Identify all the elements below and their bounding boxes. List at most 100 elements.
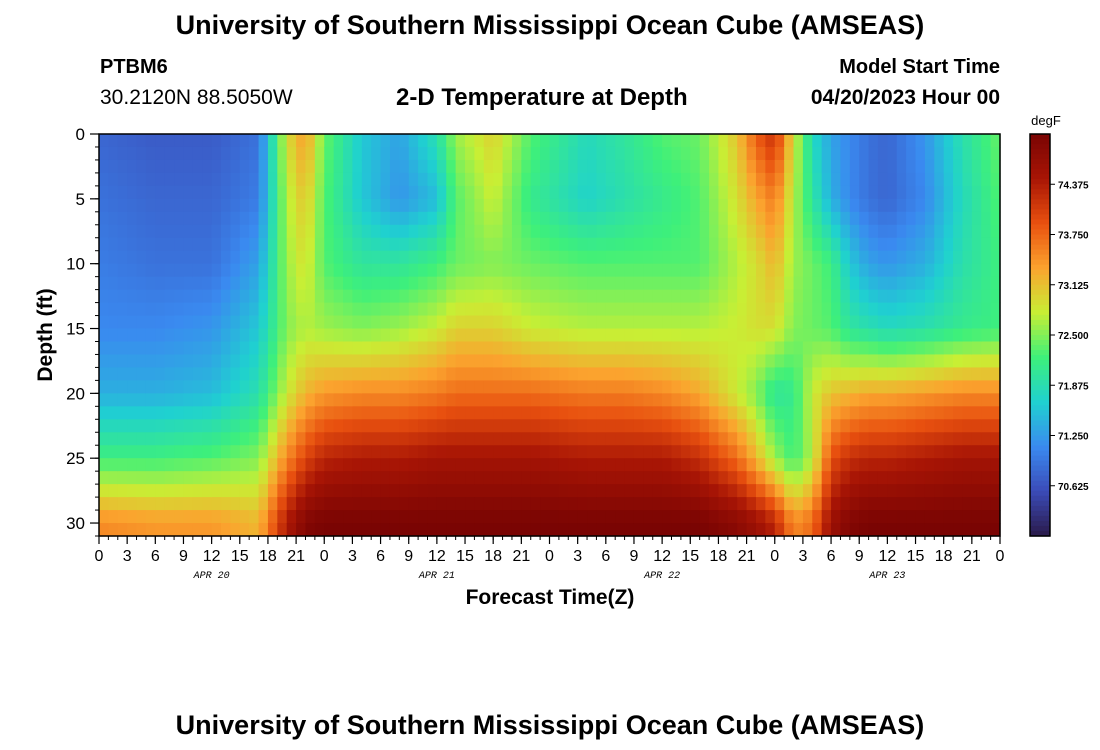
heatmap-cell — [812, 419, 823, 433]
heatmap-cell — [924, 172, 935, 187]
heatmap-cell — [605, 224, 616, 239]
heatmap-cell — [596, 172, 607, 187]
heatmap-cell — [943, 471, 954, 485]
heatmap-cell — [737, 159, 748, 174]
heatmap-cell — [690, 328, 701, 343]
heatmap-cell — [934, 367, 945, 381]
heatmap-cell — [840, 198, 851, 213]
heatmap-cell — [502, 445, 513, 459]
heatmap-cell — [765, 198, 776, 213]
heatmap-cell — [324, 510, 335, 524]
heatmap-cell — [643, 367, 654, 381]
heatmap-cell — [624, 354, 635, 369]
heatmap-cell — [230, 263, 241, 278]
heatmap-cell — [821, 172, 832, 187]
y-tick-label: 15 — [66, 320, 85, 339]
heatmap-cell — [868, 484, 879, 498]
heatmap-cell — [652, 484, 663, 498]
heatmap-cell — [136, 406, 147, 420]
heatmap-cell — [934, 211, 945, 226]
heatmap-cell — [502, 419, 513, 433]
heatmap-cell — [896, 315, 907, 330]
colorbar-segment — [1030, 184, 1050, 190]
heatmap-cell — [596, 393, 607, 407]
heatmap-cell — [558, 250, 569, 265]
heatmap-cell — [868, 315, 879, 330]
heatmap-cell — [915, 367, 926, 381]
heatmap-cell — [605, 510, 616, 524]
heatmap-cell — [680, 172, 691, 187]
heatmap-cell — [99, 211, 109, 226]
heatmap-cell — [127, 510, 138, 524]
heatmap-cell — [915, 185, 926, 200]
heatmap-cell — [145, 211, 156, 226]
heatmap-cell — [727, 393, 738, 407]
heatmap-cell — [934, 146, 945, 161]
heatmap-cell — [230, 367, 241, 381]
heatmap-cell — [380, 328, 391, 343]
heatmap-cell — [962, 198, 973, 213]
heatmap-cell — [436, 263, 447, 278]
heatmap-cell — [371, 419, 382, 433]
heatmap-cell — [605, 419, 616, 433]
heatmap-cell — [558, 341, 569, 356]
heatmap-cell — [352, 393, 363, 407]
heatmap-cell — [249, 134, 260, 148]
heatmap-cell — [239, 328, 250, 343]
heatmap-cell — [821, 406, 832, 420]
heatmap-cell — [333, 341, 344, 356]
heatmap-cell — [915, 341, 926, 356]
heatmap-cell — [549, 458, 560, 472]
heatmap-cell — [249, 380, 260, 394]
x-tick-label: 12 — [203, 548, 221, 565]
heatmap-cell — [352, 445, 363, 459]
heatmap-cell — [117, 159, 128, 174]
heatmap-cell — [633, 211, 644, 226]
heatmap-cell — [230, 328, 241, 343]
colorbar-segment — [1030, 284, 1050, 291]
heatmap-cell — [887, 497, 898, 511]
heatmap-cell — [333, 510, 344, 524]
heatmap-cell — [774, 497, 785, 511]
heatmap-cell — [305, 471, 316, 485]
heatmap-cell — [840, 445, 851, 459]
heatmap-cell — [577, 146, 588, 161]
heatmap-cell — [361, 289, 372, 304]
heatmap-cell — [624, 406, 635, 420]
heatmap-cell — [943, 367, 954, 381]
heatmap-cell — [718, 432, 729, 446]
heatmap-cell — [408, 497, 419, 511]
heatmap-cell — [577, 263, 588, 278]
heatmap-cell — [831, 224, 842, 239]
heatmap-cell — [680, 367, 691, 381]
heatmap-cell — [662, 367, 673, 381]
colorbar-segment — [1030, 249, 1050, 256]
heatmap-cell — [352, 224, 363, 239]
heatmap-cell — [230, 406, 241, 420]
x-tick-label: 21 — [512, 548, 530, 565]
heatmap-cell — [755, 458, 766, 472]
heatmap-cell — [765, 159, 776, 174]
heatmap-cell — [99, 224, 109, 239]
heatmap-cell — [943, 328, 954, 343]
heatmap-cell — [427, 198, 438, 213]
heatmap-cell — [906, 367, 917, 381]
heatmap-cell — [258, 406, 269, 420]
heatmap-cell — [643, 159, 654, 174]
heatmap-cell — [633, 276, 644, 291]
heatmap-cell — [680, 354, 691, 369]
heatmap-cell — [371, 484, 382, 498]
heatmap-cell — [455, 198, 466, 213]
heatmap-cell — [399, 406, 410, 420]
heatmap-cell — [652, 523, 663, 537]
heatmap-cell — [652, 445, 663, 459]
heatmap-cell — [558, 523, 569, 537]
heatmap-cell — [305, 432, 316, 446]
heatmap-cell — [474, 315, 485, 330]
heatmap-cell — [286, 341, 297, 356]
heatmap-cell — [418, 380, 429, 394]
heatmap-cell — [887, 302, 898, 317]
heatmap-cell — [549, 250, 560, 265]
heatmap-cell — [746, 458, 757, 472]
